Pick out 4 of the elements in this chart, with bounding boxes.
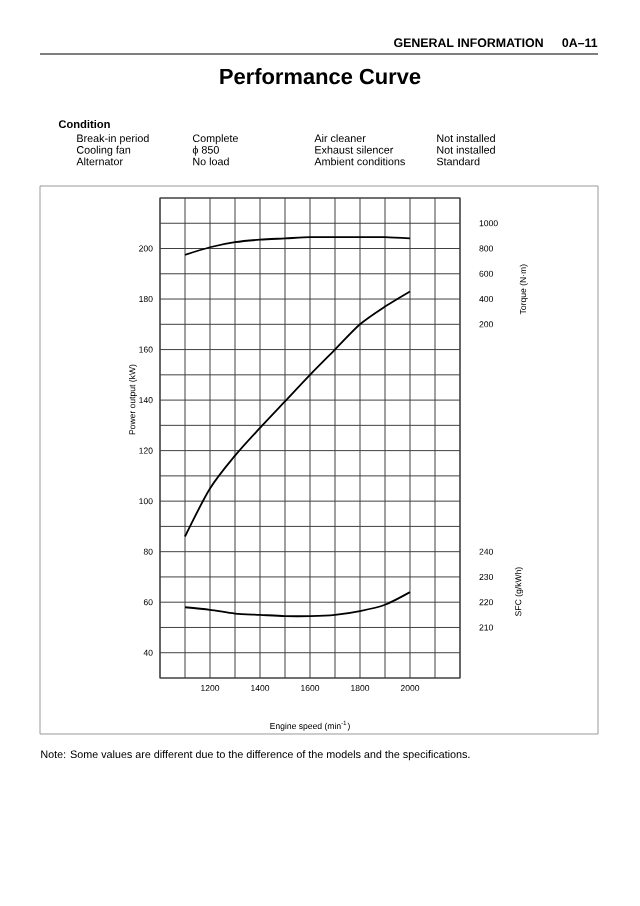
line-series [184, 236, 411, 256]
line-series [184, 290, 411, 538]
chart-title: Performance Curve [220, 68, 421, 85]
line-series [184, 591, 411, 618]
